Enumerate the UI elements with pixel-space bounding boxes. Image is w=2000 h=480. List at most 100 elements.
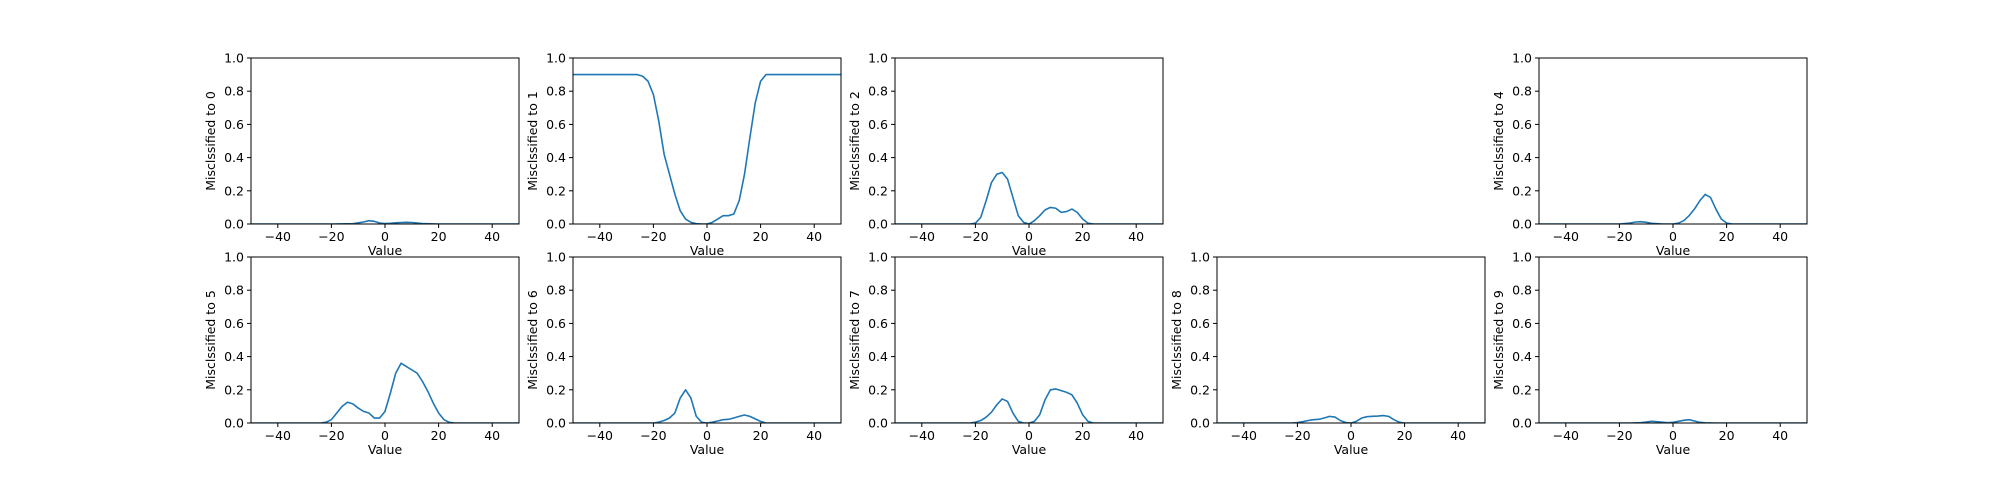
y-tick-label: 1.0 <box>868 250 888 265</box>
y-axis-label: Misclssified to 1 <box>525 91 540 191</box>
y-tick-label: 1.0 <box>1190 250 1210 265</box>
y-axis-label: Misclssified to 9 <box>1491 290 1506 390</box>
y-axis-label: Misclssified to 8 <box>1169 290 1184 390</box>
axes-frame <box>894 256 1164 424</box>
y-axis-label: Misclssified to 6 <box>525 290 540 390</box>
series-line <box>573 388 841 423</box>
x-axis-label: Value <box>1334 442 1369 457</box>
y-tick-label: 0.6 <box>868 117 888 132</box>
x-tick-label: −20 <box>962 229 988 244</box>
y-axis-label: Misclssified to 0 <box>203 91 218 191</box>
x-axis-label: Value <box>1656 442 1691 457</box>
y-tick-label: 0.0 <box>546 217 566 232</box>
y-axis-label: Misclssified to 5 <box>203 290 218 390</box>
y-tick-label: 0.8 <box>868 283 888 298</box>
y-tick-label: 0.8 <box>868 84 888 99</box>
x-tick-label: 20 <box>753 428 769 443</box>
x-tick-label: −40 <box>265 229 291 244</box>
y-tick-label: 0.4 <box>1512 349 1532 364</box>
x-tick-label: 0 <box>381 229 389 244</box>
y-tick-label: 1.0 <box>546 250 566 265</box>
y-tick-label: 0.4 <box>224 150 244 165</box>
panel-6: −40 −20 0 20 40 0.0 0.2 0.4 0.6 0.8 1.0 Value Miscls… <box>525 250 842 457</box>
y-tick-label: 0.2 <box>1190 382 1210 397</box>
panel-2: −40 −20 0 20 40 0.0 0.2 0.4 0.6 0.8 1.0 Value Miscls… <box>525 51 842 258</box>
x-tick-label: −40 <box>1553 229 1579 244</box>
y-tick-label: 0.8 <box>1512 283 1532 298</box>
x-tick-label: 0 <box>381 428 389 443</box>
x-tick-label: 0 <box>703 428 711 443</box>
y-tick-label: 0.6 <box>224 117 244 132</box>
y-tick-label: 1.0 <box>546 51 566 66</box>
x-tick-label: −20 <box>640 229 666 244</box>
x-tick-label: 0 <box>1669 428 1677 443</box>
series-line <box>895 171 1163 224</box>
x-axis-label: Value <box>1012 243 1047 258</box>
y-tick-label: 0.0 <box>224 217 244 232</box>
x-axis-label: Value <box>690 243 725 258</box>
y-tick-label: 0.8 <box>546 283 566 298</box>
series-line <box>573 73 841 224</box>
x-tick-label: −20 <box>1606 428 1632 443</box>
panel-8: −40 −20 0 20 40 0.0 0.2 0.4 0.6 0.8 1.0 Value Miscls… <box>1169 250 1486 457</box>
y-tick-label: 0.2 <box>224 183 244 198</box>
y-tick-label: 0.0 <box>546 416 566 431</box>
x-tick-label: 0 <box>1669 229 1677 244</box>
y-tick-label: 1.0 <box>224 51 244 66</box>
y-tick-label: 0.8 <box>546 84 566 99</box>
y-axis-label: Misclssified to 4 <box>1491 91 1506 191</box>
axes-frame <box>1216 256 1486 424</box>
y-tick-label: 0.6 <box>1190 316 1210 331</box>
y-tick-label: 0.2 <box>1512 382 1532 397</box>
x-tick-label: −20 <box>1606 229 1632 244</box>
x-tick-label: 40 <box>1128 428 1144 443</box>
y-tick-label: 0.2 <box>1512 183 1532 198</box>
y-tick-label: 0.0 <box>1190 416 1210 431</box>
x-tick-label: −40 <box>265 428 291 443</box>
x-axis-label: Value <box>690 442 725 457</box>
axes-frame <box>250 57 520 225</box>
y-axis-label: Misclssified to 7 <box>847 290 862 390</box>
x-tick-label: 20 <box>431 229 447 244</box>
x-tick-label: 40 <box>484 428 500 443</box>
x-tick-label: −40 <box>1231 428 1257 443</box>
y-tick-label: 0.4 <box>868 150 888 165</box>
y-tick-label: 0.6 <box>546 316 566 331</box>
x-tick-label: 20 <box>1719 229 1735 244</box>
y-tick-label: 1.0 <box>1512 51 1532 66</box>
y-tick-label: 0.4 <box>1190 349 1210 364</box>
y-tick-label: 0.8 <box>1512 84 1532 99</box>
y-tick-label: 0.0 <box>1512 217 1532 232</box>
x-tick-label: 0 <box>1025 428 1033 443</box>
y-tick-label: 0.2 <box>546 382 566 397</box>
y-tick-label: 0.8 <box>224 283 244 298</box>
y-tick-label: 0.4 <box>546 150 566 165</box>
axes-frame <box>572 57 842 225</box>
series-line <box>895 388 1163 423</box>
axes-frame <box>250 256 520 424</box>
x-tick-label: 40 <box>1772 428 1788 443</box>
panel-5: −40 −20 0 20 40 0.0 0.2 0.4 0.6 0.8 1.0 Value Miscls… <box>203 250 520 457</box>
y-tick-label: 1.0 <box>224 250 244 265</box>
x-tick-label: −20 <box>318 428 344 443</box>
x-tick-label: 40 <box>806 428 822 443</box>
y-tick-label: 0.0 <box>1512 416 1532 431</box>
x-tick-label: −40 <box>909 229 935 244</box>
panel-4: −40 −20 0 20 40 0.0 0.2 0.4 0.6 0.8 1.0 Value Miscls… <box>1491 51 1808 258</box>
y-tick-label: 0.0 <box>868 416 888 431</box>
axes-frame <box>1538 57 1808 225</box>
y-tick-label: 0.2 <box>868 183 888 198</box>
x-tick-label: −20 <box>318 229 344 244</box>
x-tick-label: 20 <box>1075 229 1091 244</box>
panel-7: −40 −20 0 20 40 0.0 0.2 0.4 0.6 0.8 1.0 Value Miscls… <box>847 250 1164 457</box>
x-tick-label: −20 <box>1284 428 1310 443</box>
y-tick-label: 0.2 <box>546 183 566 198</box>
x-tick-label: −20 <box>962 428 988 443</box>
y-tick-label: 0.6 <box>868 316 888 331</box>
y-tick-label: 1.0 <box>868 51 888 66</box>
axes-frame <box>572 256 842 424</box>
x-tick-label: 0 <box>1025 229 1033 244</box>
y-tick-label: 0.4 <box>868 349 888 364</box>
panel-9: −40 −20 0 20 40 0.0 0.2 0.4 0.6 0.8 1.0 Value Miscls… <box>1491 250 1808 457</box>
